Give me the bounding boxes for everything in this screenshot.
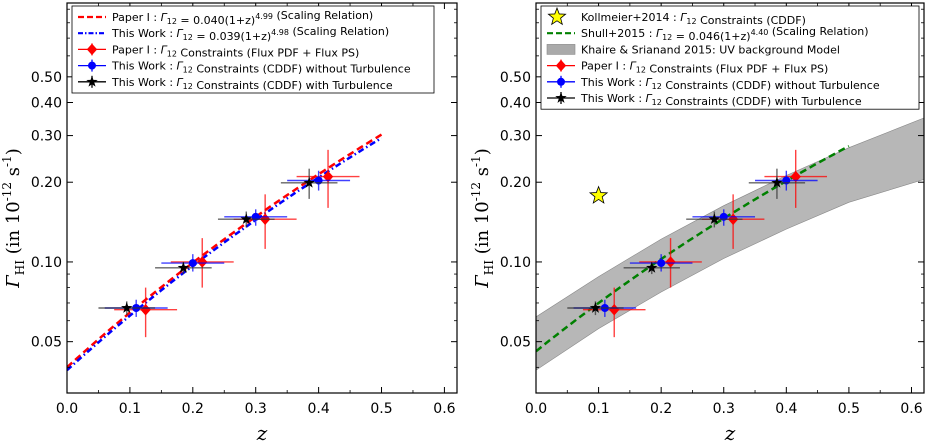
x-tick-label: 0.6 xyxy=(900,401,922,417)
x-tick-label: 0.4 xyxy=(307,401,329,417)
x-tick-label: 0.6 xyxy=(433,401,455,417)
x-tick-label: 0.0 xyxy=(56,401,78,417)
y-tick-label: 0.50 xyxy=(500,70,531,86)
legend-handle xyxy=(547,75,575,88)
legend-handle xyxy=(547,92,575,104)
series-bigstar xyxy=(588,185,609,204)
data-point-star xyxy=(708,213,721,225)
x-tick-label: 0.2 xyxy=(182,401,204,417)
y-tick-label: 0.20 xyxy=(500,175,531,191)
data-point-bigstar xyxy=(588,185,609,204)
legend-marker xyxy=(555,59,567,72)
y-tick-label: 0.05 xyxy=(500,335,531,351)
plot-area xyxy=(536,117,924,371)
data-point-diamond xyxy=(322,170,334,183)
y-tick-label: 0.40 xyxy=(500,95,531,111)
legend-marker xyxy=(86,43,98,56)
y-axis-label: ΓHI (in 10-12 s-1) xyxy=(469,148,496,288)
plot-left: 0.0 0.1 0.2 0.3 0.4 0.5 0.6 0.05 0.10 0.20 0.30 0.4… xyxy=(0,2,458,443)
data-point-star xyxy=(771,176,783,188)
y-tick-label: 0.30 xyxy=(500,129,531,145)
y-tick-label: 0.10 xyxy=(500,255,531,271)
legend-label: Kollmeier+2014 : Γ12 Constraints (CDDF) xyxy=(581,11,806,27)
x-tick-label: 0.5 xyxy=(838,401,860,417)
legend: Kollmeier+2014 : Γ12 Constraints (CDDF)S… xyxy=(540,5,920,110)
legend-label: Paper I : Γ12 = 0.040(1+z)4.99 (Scaling … xyxy=(112,9,373,27)
x-tick-label: 0.0 xyxy=(525,401,547,417)
axes-frame xyxy=(535,2,925,394)
x-tick-label: 0.5 xyxy=(370,401,392,417)
plot-area xyxy=(67,133,383,372)
scaling-relation-line-0 xyxy=(536,144,850,353)
y-tick-label: 0.20 xyxy=(31,175,62,191)
y-tick-label: 0.30 xyxy=(31,129,62,145)
data-point-star xyxy=(589,302,602,313)
scaling-relation-line-0 xyxy=(67,133,383,369)
x-axis-label: z xyxy=(724,421,736,443)
series-circle xyxy=(104,170,351,317)
axes-frame xyxy=(66,2,458,394)
legend-marker xyxy=(88,61,96,70)
data-point-star xyxy=(121,302,133,313)
legend-label: Khaire & Srianand 2015: UV background Mo… xyxy=(581,43,840,56)
y-tick-label: 0.40 xyxy=(31,95,62,111)
data-point-star xyxy=(646,261,658,273)
uv-background-band xyxy=(536,117,924,371)
legend-marker xyxy=(547,6,567,26)
plot-right: 0.0 0.1 0.2 0.3 0.4 0.5 0.6 0.05 0.10 0.20 0.30 0.4… xyxy=(469,2,925,443)
legend-label: Shull+2015 : Γ12 = 0.046(1+z)4.40 (Scali… xyxy=(581,25,869,43)
y-tick-label: 0.50 xyxy=(31,70,62,86)
legend-band-swatch xyxy=(546,44,576,55)
y-axis-label: ΓHI (in 10-12 s-1) xyxy=(0,148,27,288)
legend-label: Paper I : Γ12 Constraints (Flux PDF + Fl… xyxy=(112,43,359,59)
legend-label: This Work : Γ12 Constraints (CDDF) witho… xyxy=(580,76,880,92)
legend: Paper I : Γ12 = 0.040(1+z)4.99 (Scaling … xyxy=(71,5,435,94)
legend-marker xyxy=(557,77,565,86)
legend-handle xyxy=(546,44,576,55)
data-point-star xyxy=(177,261,190,273)
scaling-relation-line-1 xyxy=(67,136,383,372)
legend-marker xyxy=(86,75,98,87)
legend-label: Paper I : Γ12 Constraints (Flux PDF + Fl… xyxy=(581,60,828,76)
legend-label: This Work : Γ12 = 0.039(1+z)4.98 (Scalin… xyxy=(111,25,389,43)
legend-handle xyxy=(78,59,106,72)
series-star xyxy=(98,168,338,316)
data-point-diamond xyxy=(197,256,208,268)
legend-box xyxy=(540,5,920,110)
data-point-diamond xyxy=(790,170,801,183)
data-point-star xyxy=(303,176,315,188)
legend-label: This Work : Γ12 Constraints (CDDF) witho… xyxy=(111,60,411,76)
series-diamond xyxy=(114,149,360,338)
x-tick-label: 0.1 xyxy=(587,401,609,417)
legend-handle xyxy=(78,75,106,88)
y-tick-label: 0.10 xyxy=(31,255,62,271)
legend-marker xyxy=(555,92,567,103)
data-point-circle xyxy=(657,259,666,268)
legend-handle xyxy=(78,43,106,56)
x-tick-label: 0.3 xyxy=(713,401,735,417)
x-tick-label: 0.3 xyxy=(245,401,267,417)
series-star xyxy=(567,168,806,316)
data-point-diamond xyxy=(665,256,676,268)
legend-label: This Work : Γ12 Constraints (CDDF) with … xyxy=(580,92,862,108)
data-point-circle xyxy=(188,259,197,268)
x-tick-label: 0.1 xyxy=(119,401,141,417)
x-tick-label: 0.4 xyxy=(775,401,797,417)
legend-handle xyxy=(547,59,575,72)
x-axis-label: z xyxy=(256,421,268,443)
legend-handle xyxy=(547,6,567,26)
x-tick-label: 0.2 xyxy=(650,401,672,417)
legend-box xyxy=(71,5,435,94)
y-tick-label: 0.05 xyxy=(31,335,62,351)
legend-label: This Work : Γ12 Constraints (CDDF) with … xyxy=(111,76,393,92)
data-point-star xyxy=(240,213,252,225)
